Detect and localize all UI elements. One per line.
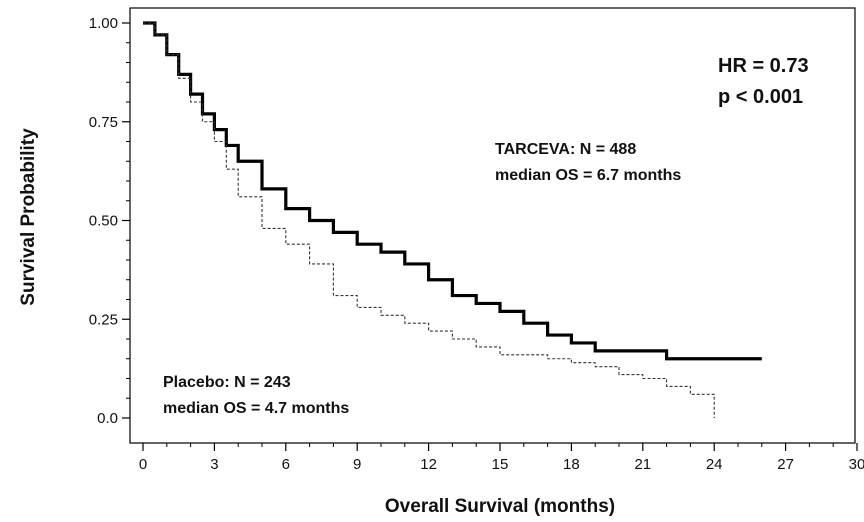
y-axis-title: Survival Probability <box>18 128 39 306</box>
y-tick-label: 0.75 <box>89 114 118 131</box>
series-layer <box>143 21 762 418</box>
x-tick-label: 15 <box>492 456 509 473</box>
x-tick-label: 9 <box>353 456 361 473</box>
tarceva-survival-curve <box>143 21 762 361</box>
x-tick-label: 30 <box>849 456 864 473</box>
x-tick-label: 24 <box>706 456 723 473</box>
hazard-ratio-label: HR = 0.73 <box>718 55 809 77</box>
x-tick-label: 21 <box>634 456 651 473</box>
y-tick-label: 0.50 <box>89 213 118 230</box>
x-tick-label: 3 <box>210 456 218 473</box>
y-axis-ticks: 0.0 0.25 0.50 0.75 1.00 <box>89 15 130 427</box>
plot-frame <box>129 7 856 444</box>
y-tick-label: 0.0 <box>97 410 118 427</box>
x-tick-label: 18 <box>563 456 580 473</box>
x-axis-title: Overall Survival (months) <box>385 496 615 517</box>
x-axis-ticks: 0 3 6 9 12 15 18 21 24 27 30 <box>139 443 864 473</box>
x-tick-label: 12 <box>420 456 437 473</box>
x-tick-label: 0 <box>139 456 147 473</box>
placebo-median-label: median OS = 4.7 months <box>163 400 349 417</box>
y-tick-label: 0.25 <box>89 311 118 328</box>
tarceva-n-label: TARCEVA: N = 488 <box>495 141 636 158</box>
tarceva-median-label: median OS = 6.7 months <box>495 167 681 184</box>
y-tick-label: 1.00 <box>89 15 118 32</box>
placebo-n-label: Placebo: N = 243 <box>163 374 291 391</box>
x-tick-label: 27 <box>777 456 794 473</box>
x-tick-label: 6 <box>282 456 290 473</box>
placebo-survival-curve <box>143 22 715 418</box>
p-value-label: p < 0.001 <box>718 86 803 108</box>
